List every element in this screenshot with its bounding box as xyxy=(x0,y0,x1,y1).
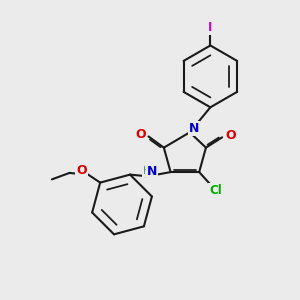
Text: H: H xyxy=(142,166,150,176)
Text: I: I xyxy=(208,21,212,34)
Text: Cl: Cl xyxy=(209,184,222,197)
Text: O: O xyxy=(135,128,146,142)
Text: O: O xyxy=(76,164,87,177)
Text: N: N xyxy=(147,165,157,178)
Text: O: O xyxy=(225,129,236,142)
Text: N: N xyxy=(189,122,200,135)
